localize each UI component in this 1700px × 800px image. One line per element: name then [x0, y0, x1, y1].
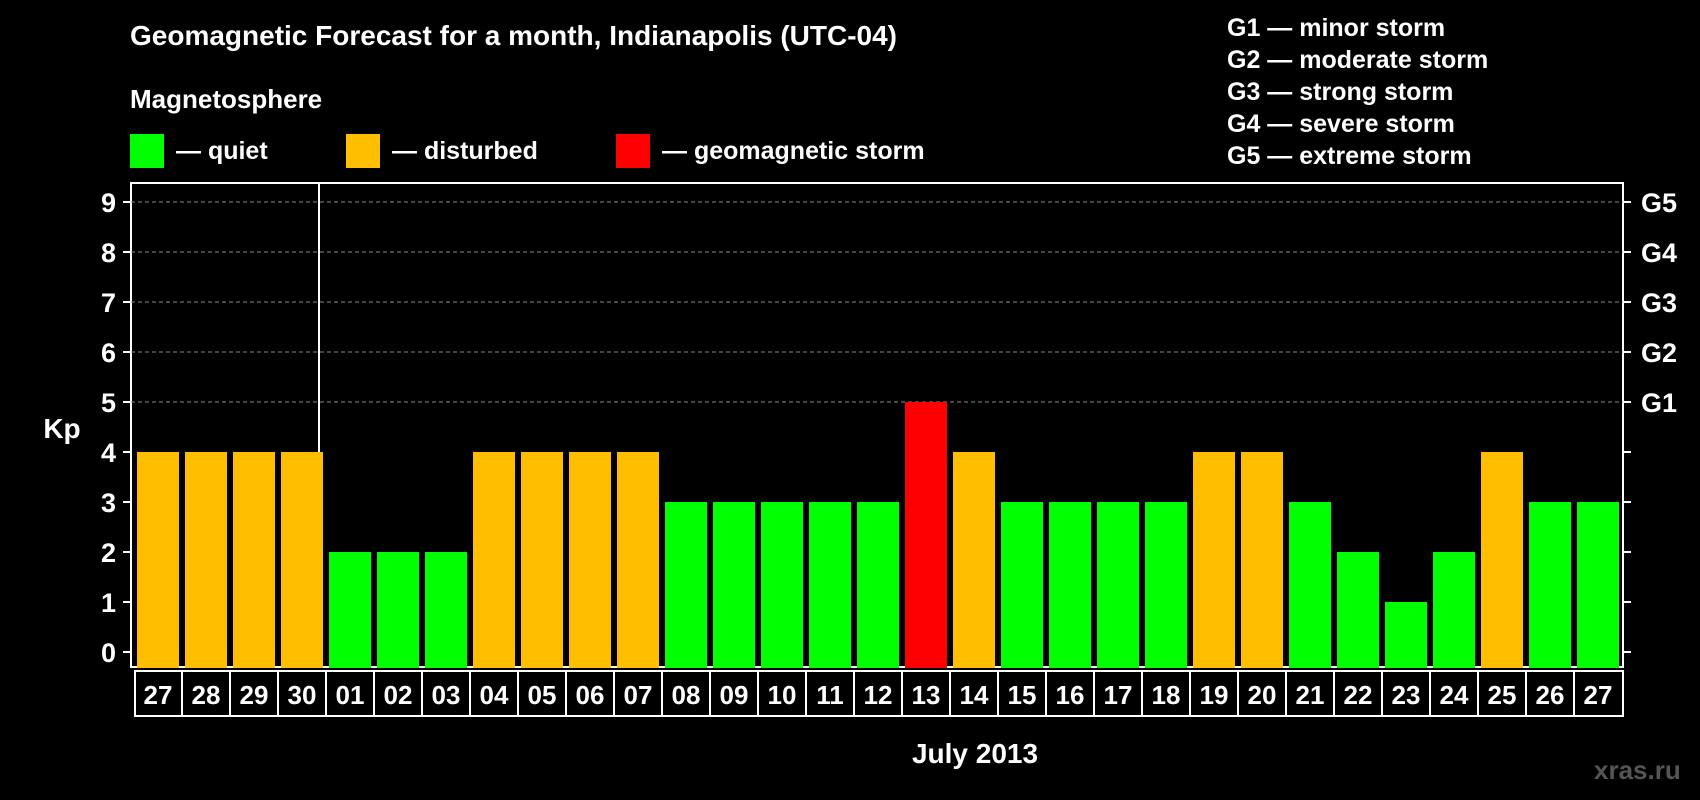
bar-24 [1289, 502, 1331, 668]
x-tick-label-11: 08 [672, 680, 701, 710]
storm-scale-g5: G5 — extreme storm [1227, 142, 1472, 170]
bar-6 [425, 552, 467, 668]
x-tick-label-18: 15 [1008, 680, 1037, 710]
x-tick-label-3: 30 [288, 680, 317, 710]
x-tick-label-24: 21 [1296, 680, 1325, 710]
bar-9 [569, 452, 611, 668]
x-tick-label-8: 05 [528, 680, 557, 710]
bar-28 [1481, 452, 1523, 668]
x-tick-label-22: 19 [1200, 680, 1229, 710]
bar-1 [185, 452, 227, 668]
x-tick-label-17: 14 [960, 680, 989, 710]
y-tick-label: 1 [101, 588, 116, 618]
x-tick-label-13: 10 [768, 680, 797, 710]
category-box-frame [134, 670, 1624, 717]
x-tick-label-16: 13 [912, 680, 941, 710]
chart-title: Geomagnetic Forecast for a month, Indian… [130, 20, 897, 51]
storm-scale-g2: G2 — moderate storm [1227, 46, 1489, 74]
right-axis-label-g1: G1 [1641, 388, 1677, 418]
right-axis-label-g3: G3 [1641, 288, 1677, 318]
bar-8 [521, 452, 563, 668]
bar-15 [857, 502, 899, 668]
x-tick-label-15: 12 [864, 680, 893, 710]
bar-7 [473, 452, 515, 668]
bar-25 [1337, 552, 1379, 668]
x-tick-label-30: 27 [1584, 680, 1613, 710]
right-axis-label-g4: G4 [1641, 238, 1677, 268]
right-axis-label-g5: G5 [1641, 188, 1677, 218]
bar-20 [1097, 502, 1139, 668]
y-tick-label: 7 [101, 288, 116, 318]
legend-storm-swatch [616, 134, 650, 168]
x-tick-label-2: 29 [240, 680, 269, 710]
x-tick-label-5: 02 [384, 680, 413, 710]
y-tick-label: 0 [101, 638, 116, 668]
bar-14 [809, 502, 851, 668]
bar-4 [329, 552, 371, 668]
bar-3 [281, 452, 323, 668]
legend-storm-label: — geomagnetic storm [662, 136, 925, 165]
legend-quiet-swatch [130, 134, 164, 168]
x-axis-label: July 2013 [911, 738, 1039, 769]
bar-19 [1049, 502, 1091, 668]
x-tick-label-9: 06 [576, 680, 605, 710]
right-axis-label-g2: G2 [1641, 338, 1677, 368]
bar-17 [953, 452, 995, 668]
bar-13 [761, 502, 803, 668]
x-tick-label-29: 26 [1536, 680, 1565, 710]
x-tick-label-6: 03 [432, 680, 461, 710]
x-tick-label-28: 25 [1488, 680, 1517, 710]
x-tick-label-7: 04 [480, 680, 509, 710]
legend-quiet-label: — quiet [176, 136, 268, 165]
bar-11 [665, 502, 707, 668]
chart-subtitle: Magnetosphere [130, 84, 323, 114]
bar-29 [1529, 502, 1571, 668]
bar-27 [1433, 552, 1475, 668]
x-tick-label-26: 23 [1392, 680, 1421, 710]
x-tick-label-27: 24 [1440, 680, 1469, 710]
bar-26 [1385, 602, 1427, 668]
y-tick-label: 9 [101, 188, 116, 218]
bar-12 [713, 502, 755, 668]
x-tick-label-12: 09 [720, 680, 749, 710]
bar-0 [137, 452, 179, 668]
watermark: xras.ru [1594, 755, 1681, 785]
storm-scale-legend: G1 — minor storm G2 — moderate storm G3 … [1227, 12, 1488, 172]
bar-18 [1001, 502, 1043, 668]
y-tick-label: 2 [101, 538, 116, 568]
y-axis-title: Kp [43, 413, 80, 444]
y-tick-label: 3 [101, 488, 116, 518]
x-tick-label-19: 16 [1056, 680, 1085, 710]
bar-16 [905, 402, 947, 668]
x-tick-label-4: 01 [336, 680, 365, 710]
y-tick-label: 4 [101, 438, 116, 468]
x-tick-label-0: 27 [144, 680, 173, 710]
y-tick-label: 6 [101, 338, 116, 368]
legend-disturbed: — disturbed [346, 134, 538, 168]
x-tick-label-10: 07 [624, 680, 653, 710]
x-tick-label-25: 22 [1344, 680, 1373, 710]
y-tick-label: 5 [101, 388, 116, 418]
legend-disturbed-swatch [346, 134, 380, 168]
storm-scale-g3: G3 — strong storm [1227, 78, 1454, 106]
x-tick-label-14: 11 [816, 680, 844, 710]
bar-10 [617, 452, 659, 668]
bar-2 [233, 452, 275, 668]
x-tick-label-1: 28 [192, 680, 221, 710]
bar-30 [1577, 502, 1619, 668]
y-tick-label: 8 [101, 238, 116, 268]
bar-22 [1193, 452, 1235, 668]
legend-storm: — geomagnetic storm [616, 134, 925, 168]
bar-23 [1241, 452, 1283, 668]
legend-disturbed-label: — disturbed [392, 136, 538, 165]
x-tick-label-20: 17 [1104, 680, 1133, 710]
x-tick-label-23: 20 [1248, 680, 1277, 710]
storm-scale-g1: G1 — minor storm [1227, 14, 1446, 42]
storm-scale-g4: G4 — severe storm [1227, 110, 1455, 138]
legend-quiet: — quiet [130, 134, 268, 168]
x-tick-label-21: 18 [1152, 680, 1181, 710]
bar-21 [1145, 502, 1187, 668]
bar-5 [377, 552, 419, 668]
